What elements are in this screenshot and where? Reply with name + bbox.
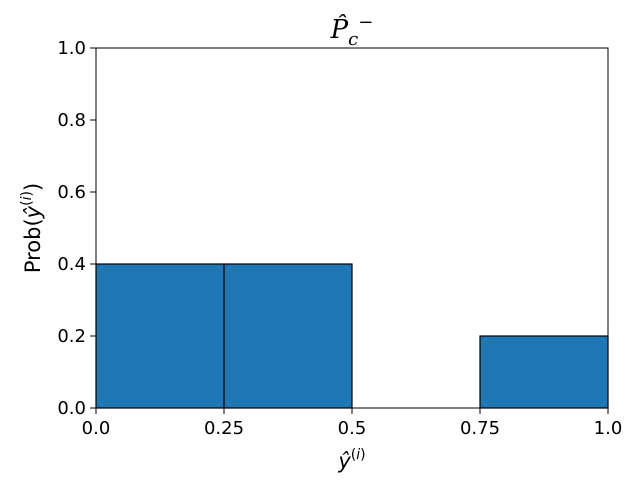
y-tick-label: 0.6: [57, 182, 86, 203]
plot-frame: [95, 47, 609, 409]
x-tick-label: 0.0: [82, 418, 111, 439]
histogram-bar: [223, 263, 353, 409]
x-tick-label: 1.0: [594, 418, 623, 439]
y-tick-label: 0.8: [57, 110, 86, 131]
y-tick-label: 0.2: [57, 326, 86, 347]
y-axis-label: Prob(ŷ(i)): [19, 183, 45, 273]
ticks-layer: 0.0 0.25 0.5 0.75 1.0 0.0 0.2 0.4 0.6 0.8 1.0: [57, 38, 622, 439]
x-axis-label: ŷ(i): [337, 447, 365, 473]
chart-title: P̂c−: [330, 12, 374, 50]
y-tick-label: 0.0: [57, 398, 86, 419]
x-tick-label: 0.75: [460, 418, 500, 439]
histogram-bar: [95, 263, 225, 409]
x-tick-label: 0.25: [204, 418, 244, 439]
y-tick-label: 1.0: [57, 38, 86, 59]
x-tick-label: 0.5: [338, 418, 367, 439]
y-tick-label: 0.4: [57, 254, 86, 275]
histogram-bar: [479, 335, 609, 409]
bars-layer: [95, 263, 609, 409]
